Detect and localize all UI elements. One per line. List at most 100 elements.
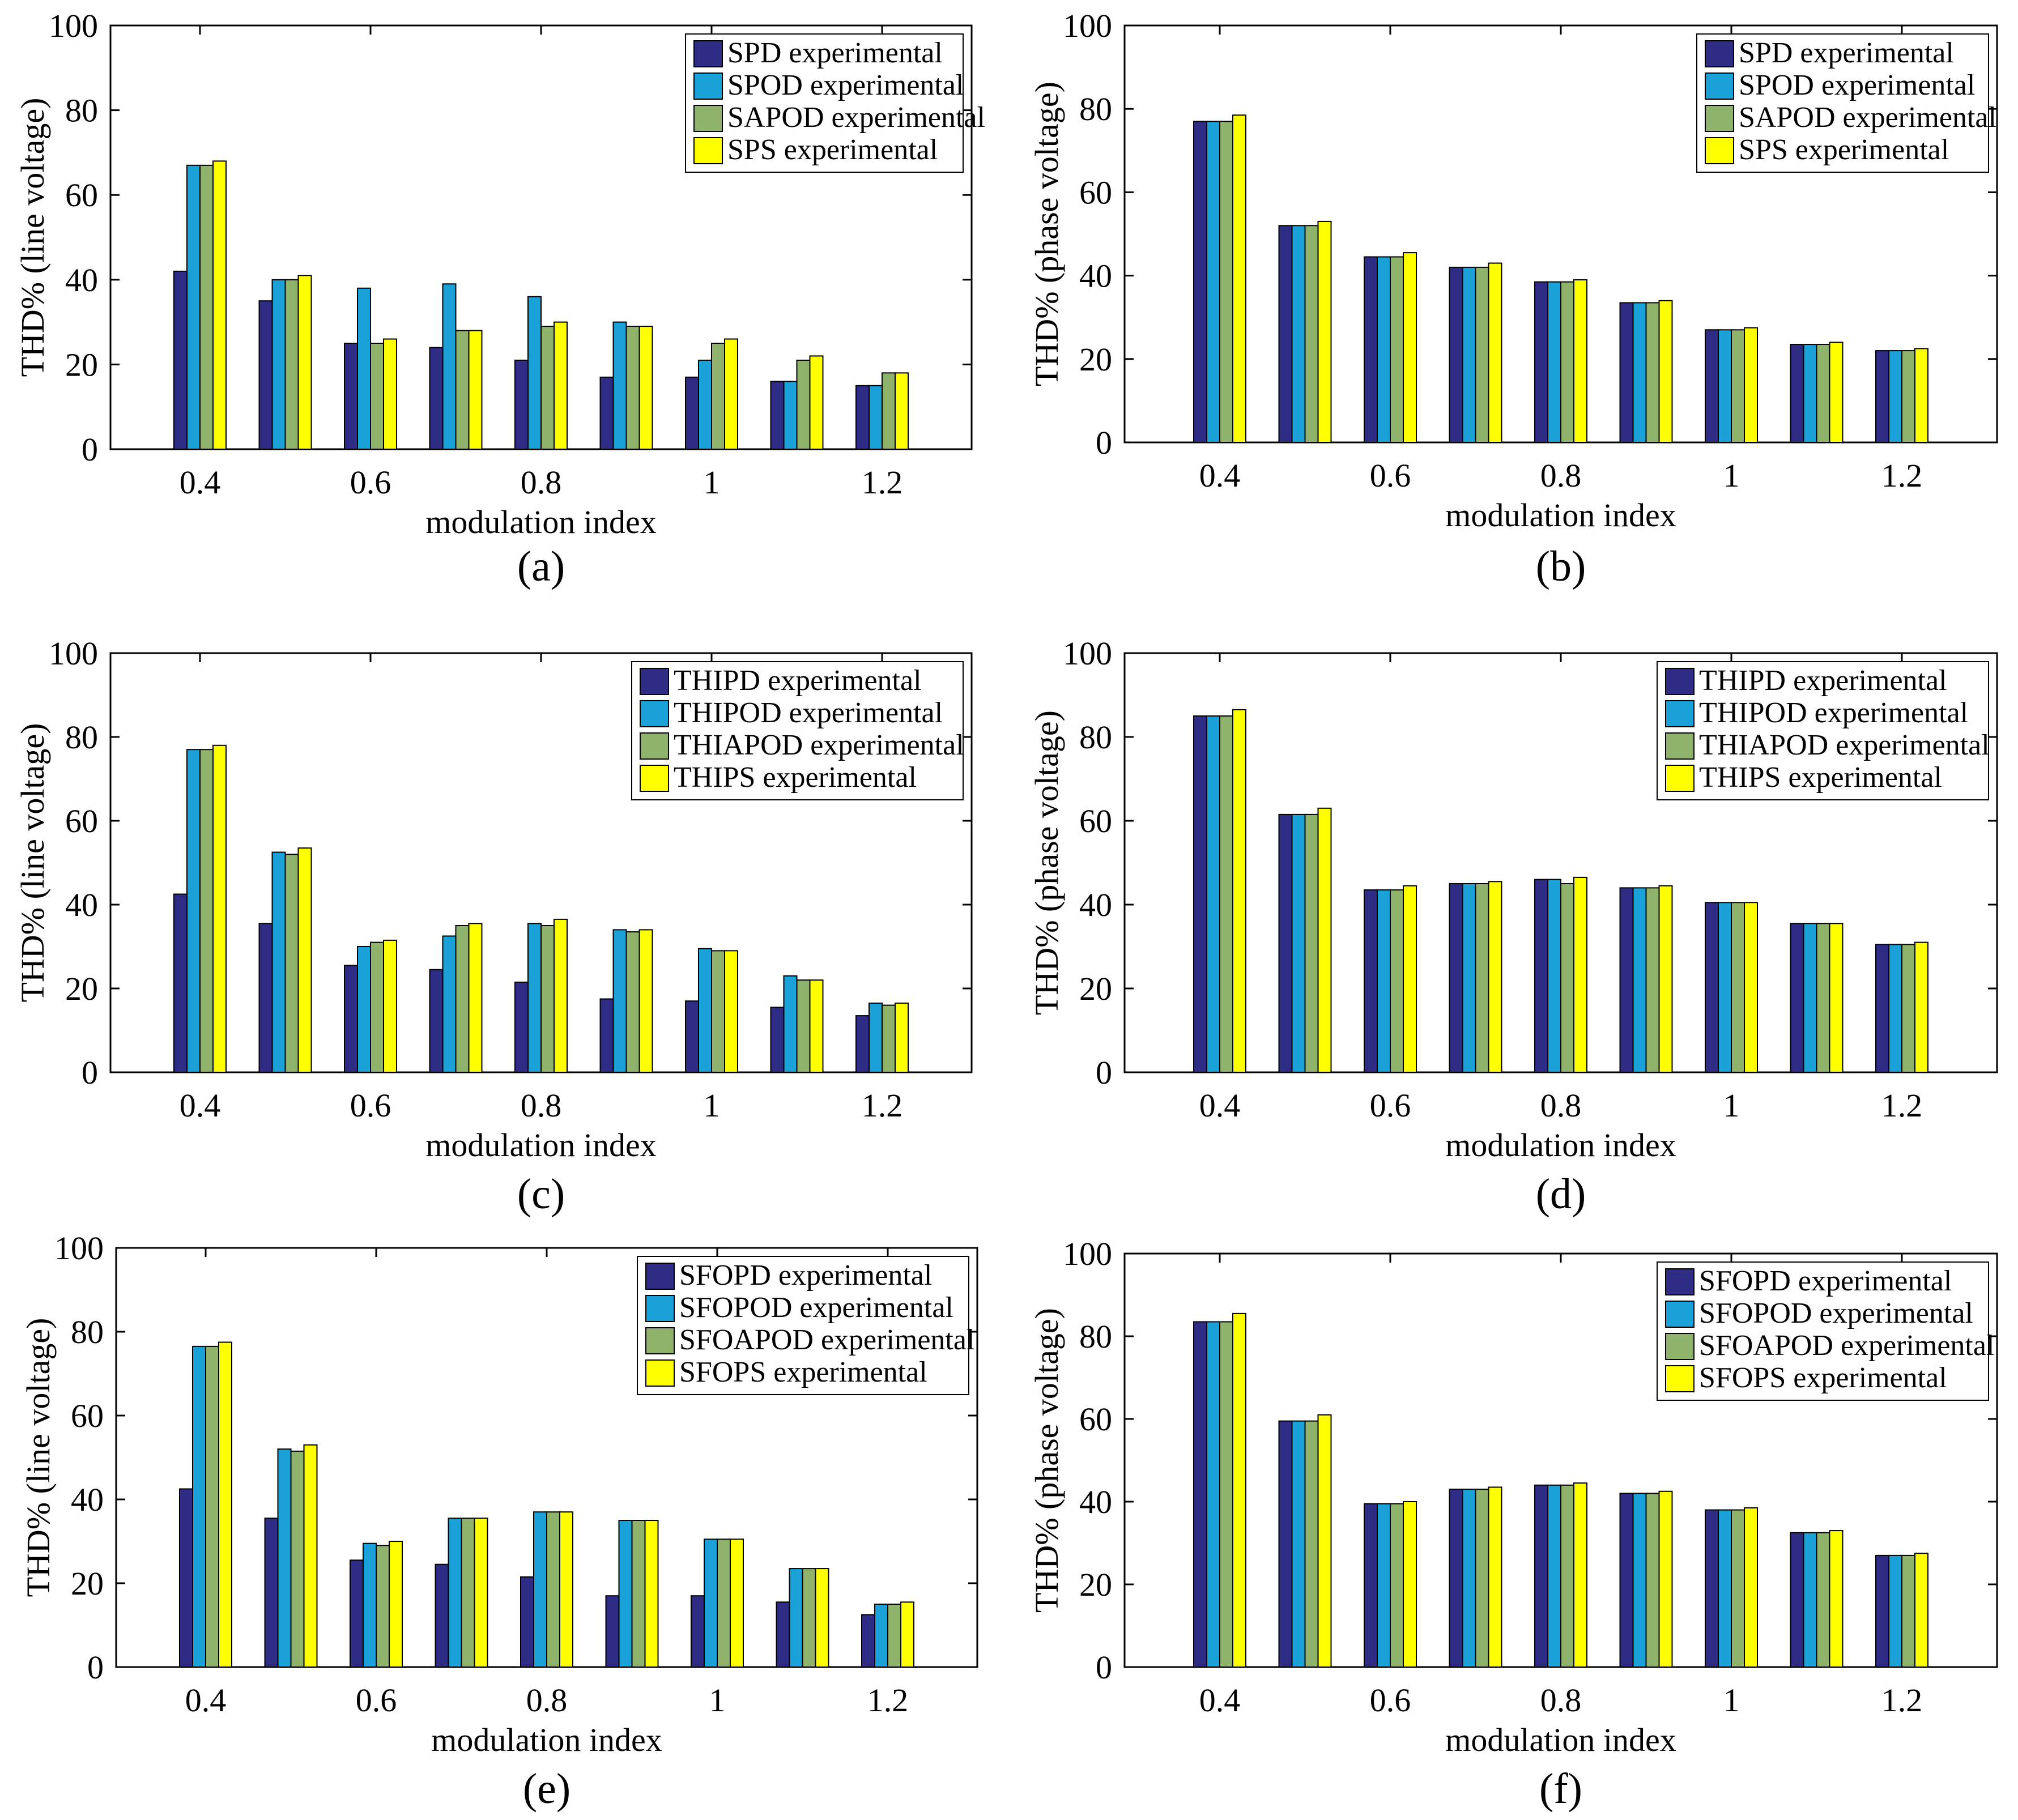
bar — [1816, 344, 1830, 443]
bar — [1206, 121, 1220, 443]
bar — [1232, 1312, 1246, 1668]
bar — [192, 1345, 206, 1668]
x-tick-label: 0.8 — [1540, 457, 1582, 494]
bar — [1875, 350, 1889, 444]
bar — [1888, 944, 1902, 1073]
bar — [1278, 225, 1293, 443]
y-tick-label: 100 — [49, 635, 98, 672]
bar — [730, 1538, 744, 1668]
legend-entry: SFOPD experimental — [1699, 1265, 1952, 1297]
y-tick-label: 80 — [1079, 1318, 1112, 1355]
bar — [887, 1604, 901, 1668]
x-tick-label: 0.6 — [356, 1682, 397, 1719]
x-tick-label: 1 — [704, 1087, 720, 1124]
y-tick-label: 60 — [65, 177, 98, 214]
bar — [383, 939, 397, 1073]
x-tick-label: 1 — [704, 464, 720, 501]
bar — [186, 164, 201, 450]
bar — [1390, 889, 1404, 1073]
bar — [1888, 350, 1902, 444]
bar — [1291, 225, 1306, 443]
y-tick-label: 80 — [1079, 91, 1112, 127]
legend-frame — [637, 1256, 969, 1395]
bar — [1790, 344, 1804, 443]
bar — [1488, 262, 1502, 443]
bar — [284, 279, 299, 450]
legend-frame — [1657, 661, 1989, 800]
y-tick-label: 80 — [71, 1314, 104, 1350]
legend-swatch — [693, 73, 723, 100]
bar — [1573, 876, 1587, 1073]
bar — [1875, 1554, 1889, 1668]
bar — [855, 385, 870, 450]
bar — [1790, 923, 1804, 1073]
bar — [264, 1518, 279, 1668]
chart-panel-c: 0 20 40 60 80 100 0.4 0.6 0.8 1 1.2 modulation inde… — [14, 635, 973, 1218]
bar — [1632, 302, 1647, 443]
bar — [303, 1444, 318, 1668]
bar — [1914, 941, 1928, 1073]
legend-swatch — [1705, 40, 1734, 67]
bar — [1875, 944, 1889, 1073]
bar — [1547, 879, 1561, 1073]
bar — [1914, 348, 1928, 444]
bar — [1403, 1501, 1417, 1668]
legend-entry: SFOPD experimental — [679, 1259, 932, 1292]
bar — [1901, 944, 1915, 1073]
bar — [1731, 1509, 1745, 1668]
bar — [605, 1595, 620, 1668]
bar — [344, 965, 358, 1073]
bar — [1475, 883, 1489, 1073]
y-tick-label: 20 — [65, 346, 98, 383]
legend-swatch — [1665, 668, 1695, 695]
bar — [724, 950, 738, 1073]
y-tick-label: 80 — [65, 719, 98, 756]
bar — [1829, 342, 1844, 443]
legend-swatch — [640, 732, 669, 760]
bar — [1534, 281, 1548, 443]
bar — [1462, 1489, 1476, 1668]
bar — [783, 975, 798, 1073]
bar — [1317, 807, 1332, 1073]
bar — [540, 925, 555, 1073]
legend-swatch — [1665, 1333, 1695, 1360]
legend-swatch — [1665, 1365, 1695, 1392]
bar — [1619, 302, 1634, 443]
x-tick-label: 0.6 — [1370, 457, 1411, 494]
legend-swatch — [1705, 137, 1734, 164]
bar — [554, 321, 568, 450]
bar — [1534, 1484, 1548, 1668]
legend-frame — [631, 661, 964, 800]
bar — [212, 160, 227, 450]
bar — [1488, 1486, 1502, 1668]
x-axis-label: modulation index — [1445, 1127, 1676, 1163]
bar — [533, 1511, 547, 1668]
legend-swatch — [1665, 700, 1695, 727]
y-tick-label: 0 — [82, 431, 98, 468]
y-tick-label: 40 — [71, 1481, 104, 1518]
bar — [1475, 1489, 1489, 1668]
bar — [1193, 121, 1207, 443]
bar — [1219, 715, 1233, 1073]
bar — [1193, 715, 1207, 1073]
bar — [520, 1576, 534, 1668]
legend-swatch — [640, 765, 669, 792]
bar — [199, 164, 214, 450]
x-axis-label: modulation index — [425, 504, 657, 540]
x-axis-label: modulation index — [431, 1721, 662, 1758]
bar — [625, 931, 640, 1073]
x-tick-label: 1.2 — [1881, 1682, 1923, 1719]
bar — [1364, 889, 1378, 1073]
legend-entry: SAPOD experimental — [727, 101, 985, 134]
panel-label: (b) — [1536, 543, 1586, 590]
y-tick-label: 0 — [1096, 424, 1112, 461]
legend-swatch — [1665, 1301, 1695, 1328]
bar — [271, 279, 286, 450]
bar — [1573, 279, 1587, 443]
bar — [1219, 1321, 1233, 1668]
x-tick-label: 1.2 — [862, 464, 903, 501]
bar — [1390, 256, 1404, 443]
